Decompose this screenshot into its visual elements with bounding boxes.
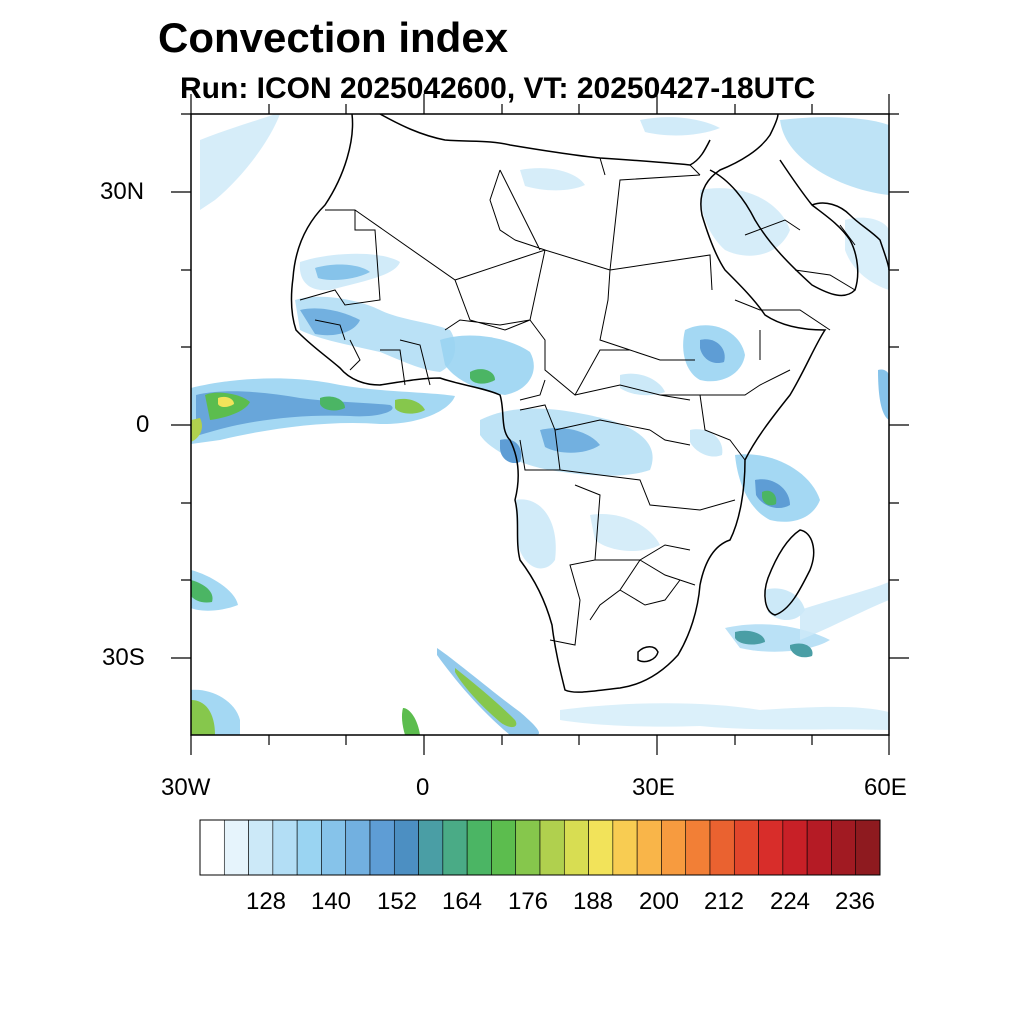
convection-area-nigeria-core — [470, 369, 495, 384]
colorbar-label: 176 — [507, 888, 549, 915]
colorbar-swatch — [612, 819, 638, 876]
convection-area-mediterranean — [640, 117, 720, 136]
lon-label-60e: 60E — [864, 774, 907, 801]
colorbar-label: 224 — [769, 888, 811, 915]
lon-label-30e: 30E — [632, 774, 675, 801]
convection-area-south-atlantic-small — [401, 708, 420, 735]
convection-area-angola — [515, 499, 556, 569]
border-lines — [299, 157, 856, 646]
colorbar-label: 188 — [572, 888, 614, 915]
lesotho-border — [637, 646, 659, 663]
colorbar-swatch — [661, 819, 687, 876]
top-minor-ticks — [268, 104, 813, 114]
africa-coastline — [290, 114, 827, 693]
axis-ticks — [171, 94, 909, 755]
convection-area-northwest — [200, 114, 280, 210]
colorbar-swatch — [515, 819, 541, 876]
convection-area-central-africa-core — [540, 427, 600, 453]
colorbar-swatch — [588, 819, 614, 876]
chart-subtitle: Run: ICON 2025042600, VT: 20250427-18UTC — [180, 72, 816, 105]
colorbar-swatch — [272, 819, 298, 876]
lat-label-30s: 30S — [102, 644, 145, 671]
colorbar-swatch — [733, 819, 759, 876]
colorbar-swatch — [223, 819, 249, 876]
right-minor-ticks — [889, 113, 899, 581]
convection-area-zambia — [590, 514, 660, 552]
colorbar-swatch — [345, 819, 371, 876]
convection-area-northeast — [780, 117, 889, 195]
country-borders — [299, 157, 856, 646]
colorbar-frame — [199, 819, 881, 876]
convection-area-iran — [845, 217, 889, 290]
colorbar-swatch — [806, 819, 832, 876]
colorbar-swatch — [782, 819, 808, 876]
convection-area-southern-patches — [560, 703, 889, 730]
colorbar-label: 152 — [376, 888, 418, 915]
convection-area-south-atlantic-streak-core — [455, 668, 517, 728]
convection-area-east-edge — [878, 369, 889, 420]
colorbar-label: 236 — [834, 888, 876, 915]
colorbar-swatch — [491, 819, 517, 876]
convection-area-east-africa-green — [762, 490, 777, 506]
colorbar-swatch — [758, 819, 784, 876]
convection-area-west-edge-south-core — [191, 580, 213, 603]
colorbar-label: 200 — [638, 888, 680, 915]
colorbar-swatch — [418, 819, 444, 876]
left-major-ticks — [171, 191, 191, 659]
convection-area-sudan-south — [620, 373, 665, 396]
lon-label-0: 0 — [416, 774, 430, 801]
lat-label-30n: 30N — [100, 178, 145, 205]
convection-area-south-atlantic-streak — [437, 648, 540, 735]
bottom-major-ticks — [190, 735, 890, 755]
convection-area-west-africa-core — [300, 308, 360, 336]
colorbar-label: 164 — [441, 888, 483, 915]
colorbar-swatch — [442, 819, 468, 876]
colorbar-swatch — [636, 819, 662, 876]
left-minor-ticks — [181, 113, 191, 581]
convection-area-southwest-corner-core — [191, 700, 215, 735]
convection-area-equatorial-atlantic-yellow — [218, 396, 234, 407]
colorbar-label: 128 — [245, 888, 287, 915]
colorbar-swatch — [199, 819, 225, 876]
convection-area-sahel-core — [315, 264, 370, 280]
chart-title: Convection index — [158, 14, 509, 61]
convection-area-atlantic-green-2 — [320, 396, 345, 411]
convection-area-ethiopia-core — [700, 339, 725, 364]
right-major-ticks — [889, 191, 909, 659]
colorbar-swatch — [685, 819, 711, 876]
colorbar-swatch — [831, 819, 857, 876]
convection-field — [191, 114, 889, 735]
colorbar-swatch — [296, 819, 322, 876]
colorbar-swatch — [369, 819, 395, 876]
colorbar-label: 212 — [703, 888, 745, 915]
colorbar-swatch — [248, 819, 274, 876]
colorbar-label: 140 — [310, 888, 352, 915]
colorbar-swatch — [539, 819, 565, 876]
lat-label-0: 0 — [136, 411, 150, 438]
convection-area-nigeria — [440, 335, 534, 395]
colorbar-swatch — [393, 819, 419, 876]
colorbar-swatch — [321, 819, 347, 876]
colorbar-swatch — [466, 819, 492, 876]
persian-gulf — [811, 202, 889, 271]
convection-area-indian-ocean-streak — [800, 582, 889, 640]
madagascar-coastline — [764, 529, 815, 616]
convection-area-madagascar — [765, 588, 805, 621]
bottom-minor-ticks — [268, 735, 813, 745]
convection-area-indian-ocean-core — [735, 630, 765, 645]
colorbar-swatch — [855, 819, 881, 876]
convection-area-kenya — [690, 429, 723, 457]
top-major-ticks — [190, 94, 890, 114]
convection-area-atlantic-green-3 — [395, 398, 425, 414]
colorbar-swatch — [709, 819, 735, 876]
convection-area-west-edge — [191, 418, 202, 442]
colorbar-swatch — [563, 819, 589, 876]
convection-area-algeria — [520, 168, 585, 191]
lon-label-30w: 30W — [161, 774, 211, 801]
colorbar — [199, 819, 881, 876]
convection-area-mozambique-channel — [790, 643, 813, 658]
convection-area-arabia — [700, 188, 790, 256]
